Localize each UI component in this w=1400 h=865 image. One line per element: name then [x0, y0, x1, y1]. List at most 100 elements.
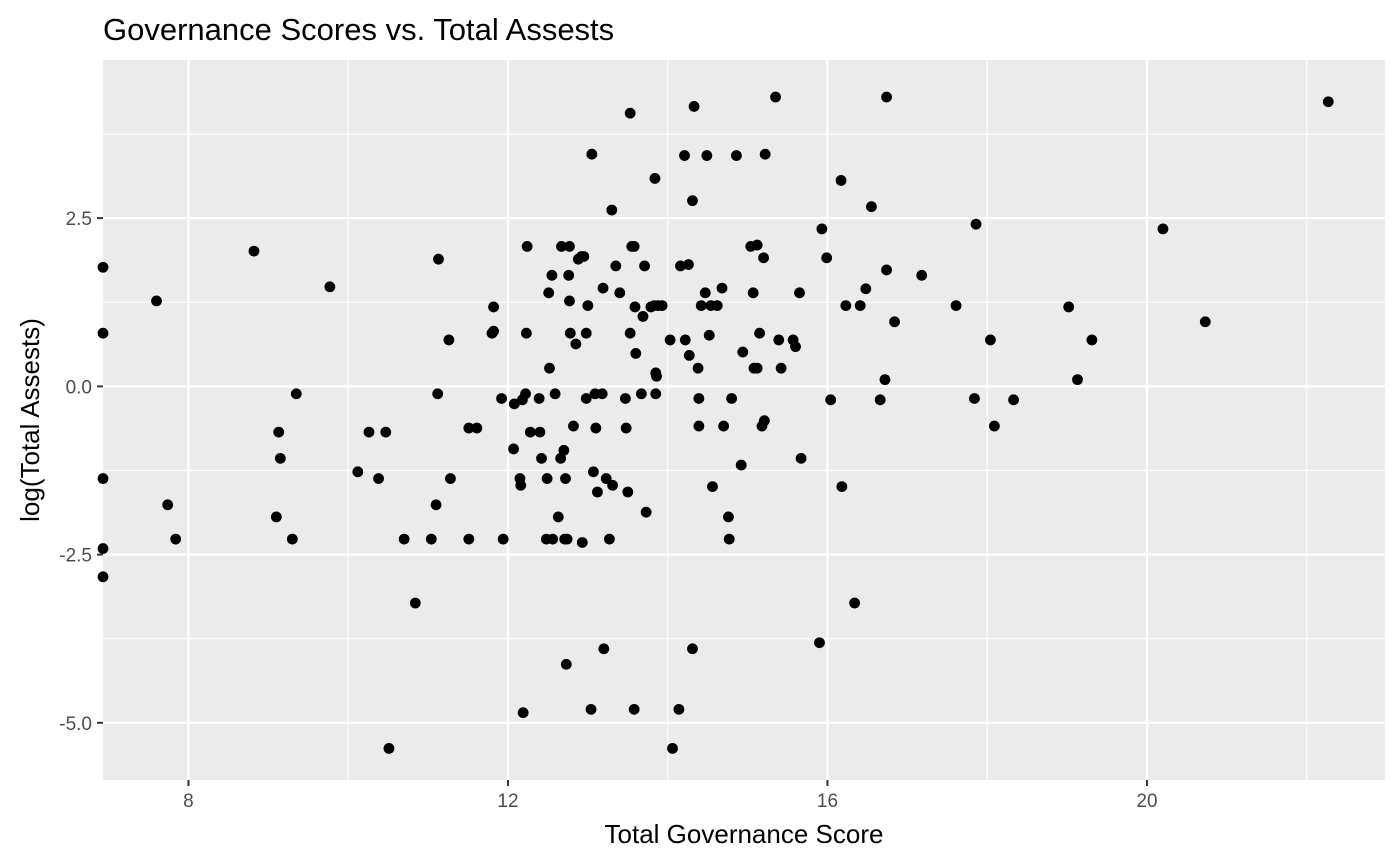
- data-point-51: [543, 287, 555, 299]
- data-point-16: [363, 426, 375, 438]
- data-point-131: [703, 329, 715, 341]
- data-point-133: [707, 481, 718, 493]
- data-point-110: [650, 388, 662, 400]
- data-point-9: [270, 511, 282, 523]
- data-point-12: [286, 533, 298, 545]
- data-point-30: [471, 422, 483, 434]
- data-point-103: [637, 310, 649, 322]
- data-point-120: [683, 259, 694, 270]
- data-point-75: [580, 393, 592, 404]
- data-point-118: [679, 150, 690, 161]
- data-point-162: [821, 252, 833, 264]
- data-point-73: [578, 251, 590, 262]
- data-point-18: [380, 426, 392, 438]
- data-point-45: [524, 426, 536, 438]
- minor-gridlines: [103, 60, 1385, 780]
- data-point-139: [726, 393, 738, 404]
- y-tick-label-3: -5.0: [59, 714, 92, 735]
- data-point-127: [693, 420, 705, 432]
- data-point-150: [758, 252, 769, 264]
- data-point-67: [564, 327, 576, 339]
- data-point-37: [508, 398, 520, 410]
- data-point-134: [711, 300, 723, 312]
- data-point-91: [614, 287, 626, 299]
- data-point-92: [619, 393, 631, 404]
- data-point-89: [607, 479, 619, 491]
- data-point-174: [881, 91, 892, 103]
- data-point-121: [683, 350, 695, 361]
- data-point-56: [552, 511, 564, 523]
- plot-panel: [103, 60, 1385, 780]
- data-point-126: [693, 393, 705, 404]
- y-axis: 2.5 0.0 -2.5 -5.0: [59, 209, 103, 735]
- y-tick-label-2: -2.5: [59, 546, 92, 567]
- data-point-76: [582, 300, 594, 312]
- data-point-55: [549, 388, 561, 400]
- data-point-186: [1157, 223, 1169, 235]
- data-point-152: [759, 148, 771, 160]
- data-point-187: [1199, 316, 1211, 328]
- data-point-172: [879, 374, 891, 386]
- data-point-101: [630, 347, 642, 359]
- data-point-94: [622, 486, 634, 498]
- data-point-179: [970, 218, 982, 230]
- x-tick-label-2: 16: [817, 791, 838, 812]
- data-point-61: [560, 473, 571, 484]
- data-point-72: [576, 537, 588, 548]
- data-point-78: [586, 148, 598, 160]
- chart-title: Governance Scores vs. Total Assests: [103, 12, 614, 47]
- data-point-39: [515, 479, 527, 491]
- data-point-105: [640, 506, 652, 518]
- data-point-178: [969, 393, 980, 404]
- data-point-111: [651, 370, 662, 382]
- data-point-144: [747, 287, 759, 299]
- data-point-154: [773, 334, 785, 346]
- data-point-58: [556, 240, 567, 252]
- data-point-142: [737, 346, 749, 358]
- data-point-129: [699, 287, 711, 299]
- data-point-99: [628, 703, 640, 715]
- data-point-141: [735, 459, 747, 471]
- data-point-68: [568, 420, 579, 432]
- data-point-96: [624, 327, 636, 339]
- data-point-4: [97, 571, 109, 583]
- data-point-180: [985, 334, 996, 346]
- data-point-14: [324, 281, 336, 293]
- data-point-184: [1072, 374, 1083, 386]
- data-point-170: [866, 201, 877, 213]
- data-point-66: [564, 295, 575, 307]
- major-gridlines: [103, 60, 1385, 780]
- data-point-167: [849, 597, 861, 609]
- data-point-26: [443, 334, 455, 346]
- data-point-63: [561, 533, 573, 545]
- data-point-155: [775, 362, 787, 374]
- data-point-2: [97, 473, 109, 484]
- data-point-85: [598, 643, 610, 655]
- data-point-108: [649, 173, 661, 184]
- data-point-176: [916, 269, 928, 281]
- data-point-19: [383, 742, 395, 754]
- data-point-175: [889, 316, 900, 328]
- data-point-42: [520, 388, 531, 400]
- data-point-104: [639, 260, 650, 272]
- data-point-100: [629, 301, 641, 313]
- y-tick-label-1: 0.0: [66, 377, 92, 398]
- y-axis-title: log(Total Assests): [15, 318, 45, 522]
- data-points: [97, 91, 1334, 754]
- data-point-93: [620, 422, 632, 434]
- data-point-25: [433, 253, 444, 265]
- data-point-48: [536, 452, 547, 464]
- data-point-17: [373, 473, 384, 484]
- data-point-157: [790, 341, 801, 353]
- data-point-59: [558, 444, 570, 456]
- data-point-113: [656, 300, 668, 312]
- data-point-8: [248, 245, 260, 257]
- data-point-171: [874, 394, 886, 406]
- data-point-10: [273, 426, 285, 438]
- data-point-148: [754, 327, 765, 339]
- data-point-74: [580, 327, 592, 339]
- data-point-65: [564, 240, 575, 252]
- data-point-122: [687, 195, 698, 207]
- data-point-182: [1008, 394, 1019, 406]
- data-point-136: [718, 420, 730, 432]
